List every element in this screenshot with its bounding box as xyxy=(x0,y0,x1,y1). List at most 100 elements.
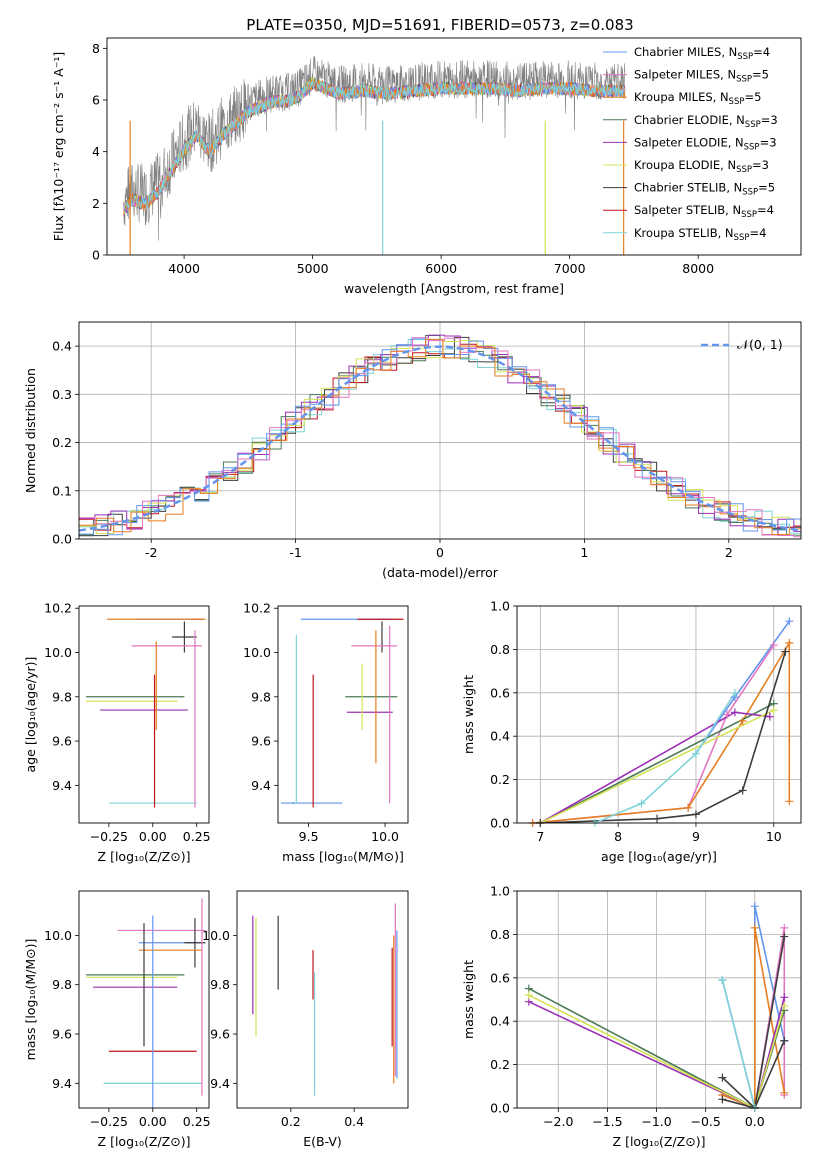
y-axis-label: mass weight xyxy=(461,960,476,1039)
plus-marker xyxy=(781,647,790,656)
y-tick-label: 0.6 xyxy=(490,685,510,700)
y-tick-label: 9.8 xyxy=(251,689,271,704)
series-line xyxy=(594,692,736,823)
plus-marker xyxy=(750,923,759,932)
x-tick-label: 4000 xyxy=(168,261,200,276)
x-axis-label: age [log₁₀(age/yr)] xyxy=(601,849,717,864)
x-tick-label: −1.0 xyxy=(641,1114,671,1129)
legend-entry: Chabrier MILES, NSSP=4 xyxy=(634,45,770,62)
series-line xyxy=(721,906,786,1108)
plus-marker xyxy=(738,717,747,726)
model-salpeter-miles xyxy=(123,79,626,216)
plus-marker xyxy=(723,710,732,719)
x-axis-label: mass [log₁₀(M/M⊙)] xyxy=(282,849,404,864)
legend-entry: 𝒩(0, 1) xyxy=(737,337,783,352)
plus-marker xyxy=(738,786,747,795)
axes-frame xyxy=(106,37,802,256)
plus-marker xyxy=(780,993,789,1002)
x-tick-label: 8 xyxy=(614,829,622,844)
x-axis-label: Z [log₁₀(Z/Z⊙)] xyxy=(98,1134,191,1149)
y-tick-label: 9.8 xyxy=(52,689,72,704)
y-tick-label: 9.6 xyxy=(251,734,271,749)
y-tick-label: 0.2 xyxy=(490,772,510,787)
plus-marker xyxy=(780,932,789,941)
plus-marker xyxy=(524,991,533,1000)
plus-marker xyxy=(785,797,794,806)
plus-marker xyxy=(730,708,739,717)
series-line xyxy=(539,709,775,823)
y-tick-label: 10.2 xyxy=(44,601,72,616)
plot-area xyxy=(86,898,206,1108)
plot-area xyxy=(281,618,404,808)
axes-frame xyxy=(516,605,802,824)
figure-title: PLATE=0350, MJD=51691, FIBERID=0573, z=0… xyxy=(246,16,633,34)
plot-area xyxy=(252,903,398,1096)
x-tick-label: -1 xyxy=(289,545,301,560)
histogram-salpeter-miles xyxy=(79,337,801,538)
y-tick-label: 9.4 xyxy=(210,1076,230,1091)
legend-entry: Chabrier ELODIE, NSSP=3 xyxy=(634,113,778,130)
plus-marker xyxy=(684,803,693,812)
y-tick-label: 0.1 xyxy=(52,483,72,498)
y-tick-label: 0.2 xyxy=(52,435,72,450)
legend-entry: Kroupa MILES, NSSP=5 xyxy=(634,90,761,107)
plot-area xyxy=(517,891,801,1108)
x-tick-label: 0.00 xyxy=(139,1114,167,1129)
y-tick-label: 0.2 xyxy=(490,1057,510,1072)
axes-mass-weight-vs-age: 7 8 9 10 0.0 0.2 0.4 0.6 0.8 1.0 age [log₁₀(age/yr… xyxy=(461,599,802,864)
plus-marker xyxy=(718,1073,727,1082)
x-tick-label: −0.5 xyxy=(690,1114,720,1129)
y-tick-label: 0.4 xyxy=(490,1014,510,1029)
y-tick-label: 9.4 xyxy=(52,1076,72,1091)
series-line xyxy=(722,927,786,1108)
x-tick-label: −0.25 xyxy=(90,1114,128,1129)
y-axis-label: Normed distribution xyxy=(23,368,38,493)
axes-mass-vs-z: −0.25 0.00 0.25 9.4 9.6 9.8 10.0 Z [log₁₀(Z/Z⊙)… xyxy=(23,890,211,1149)
y-tick-label: 6 xyxy=(92,93,100,108)
plot-area xyxy=(79,322,801,539)
y-tick-label: 0.6 xyxy=(490,970,510,985)
y-tick-label: 10.0 xyxy=(44,645,72,660)
x-tick-label: 0.25 xyxy=(183,1114,211,1129)
y-axis-label: age [log₁₀(age/yr)] xyxy=(23,657,38,773)
x-tick-label: 0 xyxy=(436,545,444,560)
axes-spectrum: 4000 5000 6000 7000 8000 0 2 4 6 8 wavelength [Ang… xyxy=(51,37,802,296)
x-axis-label: Z [log₁₀(Z/Z⊙)] xyxy=(613,1134,706,1149)
y-tick-label: 0 xyxy=(92,248,100,263)
plus-marker xyxy=(785,617,794,626)
x-tick-label: 9.5 xyxy=(299,829,319,844)
y-tick-label: 1.0 xyxy=(490,884,510,899)
y-tick-label: 9.4 xyxy=(52,778,72,793)
normal-curve xyxy=(79,345,801,532)
axes-frame xyxy=(277,605,409,824)
axes-frame xyxy=(236,890,409,1109)
y-axis-label: mass [log₁₀(M/M⊙)] xyxy=(23,939,38,1061)
series-line xyxy=(532,644,775,823)
y-tick-label: 0.4 xyxy=(52,339,72,354)
y-tick-label: 1.0 xyxy=(490,599,510,614)
plot-area xyxy=(123,56,626,255)
axes-age-vs-z: −0.25 0.00 0.25 9.4 9.6 9.8 10.0 10.2 Z [log₁₀(Z… xyxy=(23,601,211,864)
x-tick-label: 0.2 xyxy=(281,1114,301,1129)
y-tick-label: 9.8 xyxy=(52,977,72,992)
series-line xyxy=(695,620,790,755)
model-kroupa-miles xyxy=(123,78,626,216)
x-tick-label: 8000 xyxy=(682,261,714,276)
x-tick-label: -2 xyxy=(145,545,157,560)
y-tick-label: 4 xyxy=(92,144,100,159)
y-tick-label: 10.0 xyxy=(202,928,230,943)
series-line xyxy=(721,979,756,1108)
series-line xyxy=(721,1040,786,1108)
axes-age-vs-mass: 9.5 10.0 9.4 9.6 9.8 10.0 10.2 mass [log₁₀(M/M⊙… xyxy=(243,601,409,864)
plus-marker xyxy=(765,712,774,721)
series-line xyxy=(722,936,786,1108)
x-tick-label: 0.25 xyxy=(183,829,211,844)
legend-entry: Salpeter MILES, NSSP=5 xyxy=(634,68,769,85)
axes-frame xyxy=(78,605,210,824)
y-tick-label: 10.2 xyxy=(243,601,271,616)
series-line xyxy=(532,640,791,823)
axes-mass-vs-ebv: 0.2 0.4 9.4 9.6 9.8 10.0 E(B-V) xyxy=(202,890,409,1149)
y-tick-label: 9.6 xyxy=(52,1027,72,1042)
y-tick-label: 9.4 xyxy=(251,778,271,793)
axes-frame xyxy=(78,890,210,1109)
